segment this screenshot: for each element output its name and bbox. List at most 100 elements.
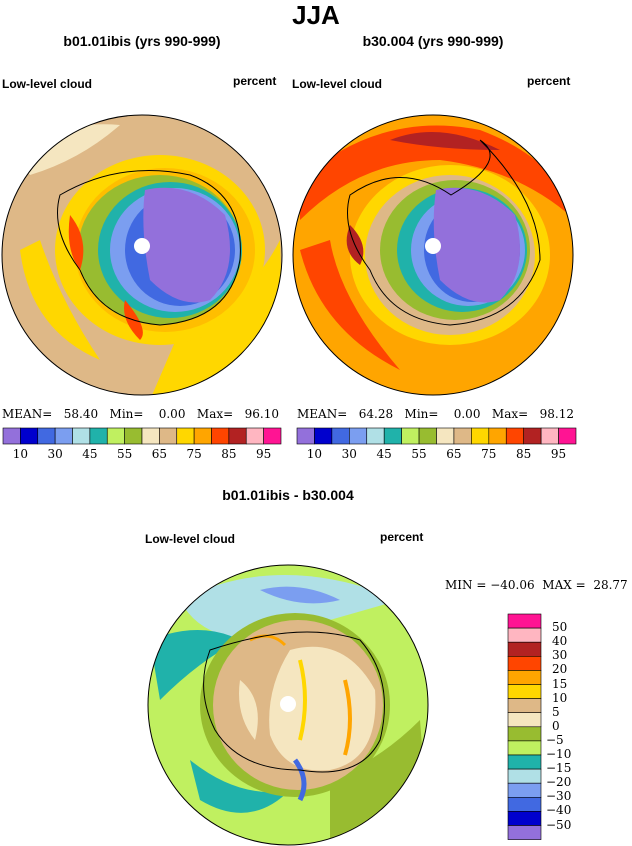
min-label: Min= [404,407,439,421]
difference-colorbar-tick-label: 10 [552,690,568,705]
difference-colorbar-tick-label: 0 [552,718,560,733]
max-label: Max= [491,407,529,421]
panel-1-colorbar-box [72,427,91,445]
max-label: MAX = [542,578,586,592]
panel-1-colorbar-box [37,427,56,445]
panel-1-colorbar-box [20,427,39,445]
panel-1-colorbar-tick-label: 95 [255,447,272,461]
max-label: Max= [196,407,234,421]
difference-colorbar-box [507,782,542,798]
max-value: 28.77 [593,578,628,592]
panel-1-stats: MEAN= 58.40 Min= 0.00 Max= 96.10 [2,407,279,421]
difference-colorbar-box [507,796,542,812]
pole-marker [280,696,296,712]
panel-2-colorbar-box [314,427,333,445]
max-value: 96.10 [244,407,279,421]
difference-colorbar-tick-label: −30 [546,789,572,804]
panel-1-colorbar-box [2,427,21,445]
panel-2-colorbar-box [436,427,455,445]
difference-colorbar-box [507,811,542,826]
panel-2-colorbar-box [488,427,507,445]
map-3-border [147,564,429,846]
panel-2-colorbar-box [471,427,490,445]
difference-colorbar-tick-label: 20 [552,662,568,677]
panel-2-colorbar-box [523,427,542,445]
panel-2-colorbar-box [401,427,420,445]
panel-2-colorbar-box [331,427,350,445]
min-label: Min= [109,407,144,421]
difference-colorbar-box [507,655,542,671]
panel-1-colorbar-box [263,427,282,445]
difference-variable-label: Low-level cloud [145,532,236,546]
panel-2-colorbar-box [505,427,524,445]
pole-marker [134,238,150,254]
panel-2-colorbar-tick-label: 95 [550,447,567,461]
difference-colorbar-tick-label: −5 [546,732,564,747]
panel-2-colorbar-tick-label: 55 [411,447,427,461]
panel-2-colorbar-tick-label: 45 [376,447,392,461]
panel-2-units-label: percent [527,74,571,88]
max-value: 98.12 [539,407,574,421]
difference-colorbar-tick-label: −10 [546,747,572,761]
difference-colorbar-tick-label: 15 [552,676,568,691]
difference-colorbar-tick-label: 30 [552,648,568,663]
panel-2-colorbar-box [349,427,368,445]
difference-colorbar-box [507,740,542,756]
panel-2-colorbar-tick-label: 10 [306,447,323,461]
panel-1-colorbar-box [54,427,73,445]
difference-colorbar-tick-label: −50 [546,817,572,832]
figure-title: JJA [292,0,340,30]
pole-marker [425,238,441,254]
min-value: 0.00 [453,407,481,421]
panel-2-stats: MEAN= 64.28 Min= 0.00 Max= 98.12 [297,407,574,421]
panel-1-colorbar-box [89,427,108,445]
min-value: −40.06 [490,578,535,592]
panel-2-colorbar-box [418,427,437,445]
panel-2-colorbar-tick-label: 85 [516,447,532,461]
difference-colorbar-tick-label: −15 [546,761,572,776]
difference-colorbar-tick-label: 40 [552,634,568,649]
panel-1-colorbar-tick-label: 75 [186,447,202,461]
map-2-border [292,114,574,396]
panel-2-colorbar-box [453,427,472,445]
panel-2-colorbar-box [383,427,402,445]
panel-1-colorbar-tick-label: 85 [221,447,237,461]
panel-1-colorbar-box [176,427,195,445]
panel-1-colorbar-tick-label: 30 [47,447,63,461]
difference-colorbar-tick-label: 5 [552,704,560,719]
panel-2-colorbar-tick-label: 30 [341,447,357,461]
mean-value: 58.40 [63,407,99,421]
panel-1-colorbar-tick-label: 45 [82,447,98,461]
difference-colorbar-box [507,726,542,742]
difference-colorbar-box [507,698,542,713]
difference-colorbar-tick-label: −40 [546,803,572,818]
panel-1-colorbar-box [106,427,125,445]
difference-colorbar-tick-label: −20 [546,775,572,790]
panel-1-colorbar-tick-label: 55 [116,447,133,461]
panel-1-colorbar-tick-label: 65 [151,447,168,461]
panel-1-colorbar-box [228,427,247,445]
difference-colorbar-tick-label: 50 [552,620,568,635]
difference-colorbar-box [507,613,542,629]
panel-2-variable-label: Low-level cloud [292,77,383,91]
panel-1-colorbar-tick-label: 10 [12,447,29,461]
difference-colorbar-box [507,670,542,685]
panel-1-colorbar-box [193,427,212,445]
map-b30-004 [293,115,573,395]
mean-label: MEAN= [297,407,348,421]
panel-2-colorbar-tick-label: 75 [481,447,497,461]
panel-1-colorbar-box [141,427,160,445]
difference-colorbar-box [507,684,542,699]
difference-colorbar-box [507,754,542,770]
difference-colorbar-box [507,825,542,840]
difference-colorbar-box [507,768,542,784]
mean-label: MEAN= [2,407,53,421]
difference-colorbar-box [507,712,542,728]
min-value: 0.00 [158,407,186,421]
difference-colorbar-box [507,627,542,643]
map-b01-01ibis [2,115,282,395]
panel-2-colorbar-box [366,427,385,445]
map-1-border [1,114,283,396]
